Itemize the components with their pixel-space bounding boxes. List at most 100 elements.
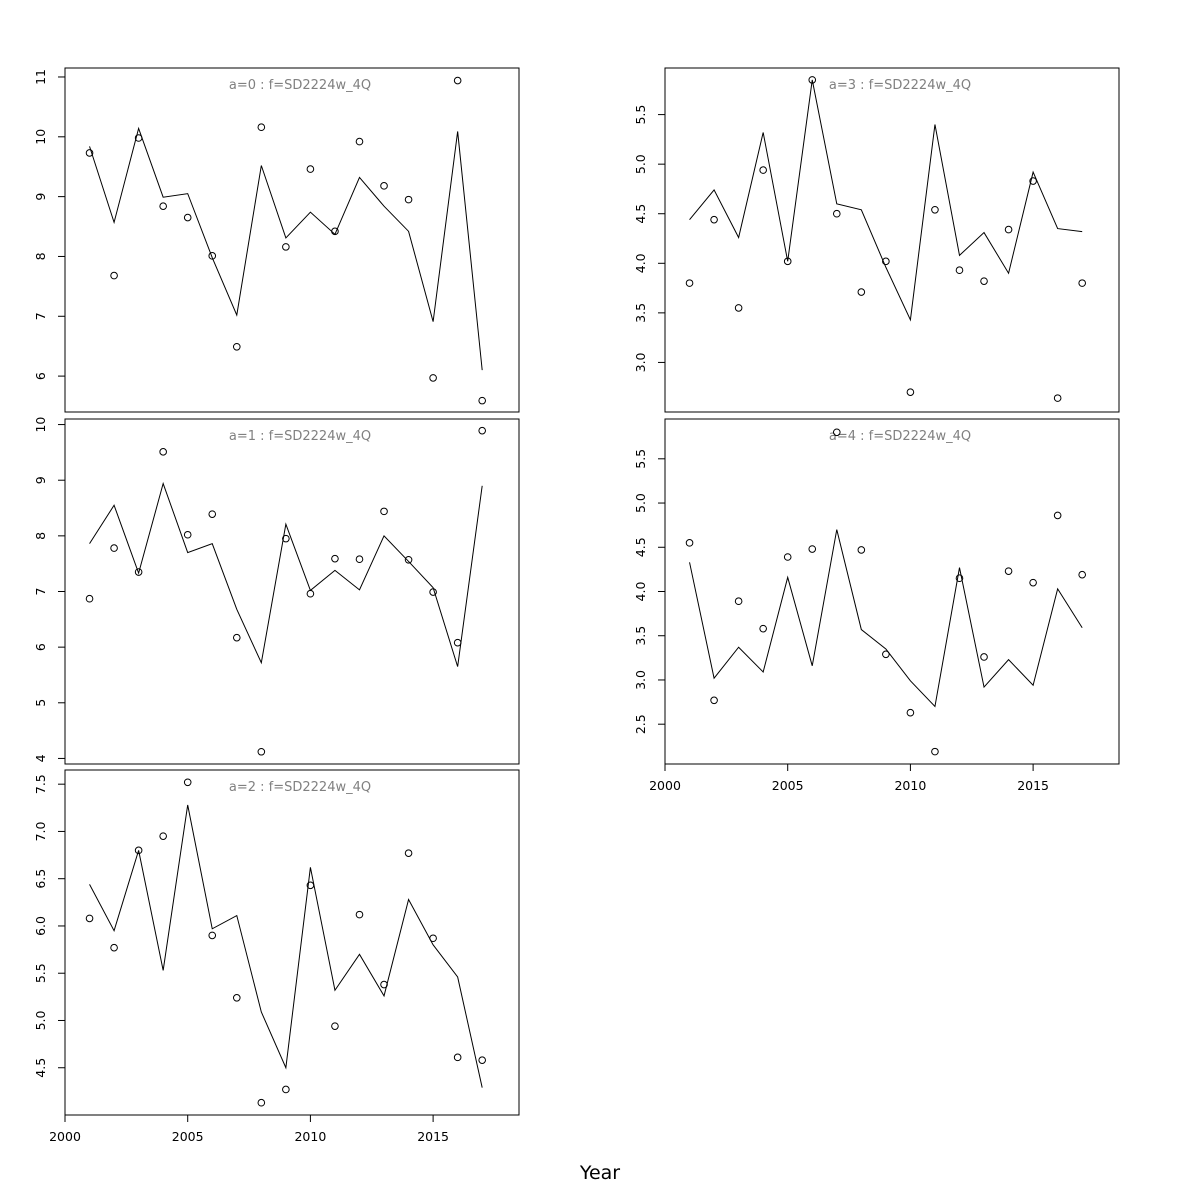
data-point xyxy=(306,881,315,890)
data-point xyxy=(134,134,143,142)
y-tick-label: 10 xyxy=(33,417,48,433)
data-point xyxy=(808,76,817,84)
panel-title: a=0 : f=SD2224w_4Q xyxy=(229,78,371,93)
data-point xyxy=(208,252,217,260)
data-point xyxy=(931,205,939,214)
data-point xyxy=(1078,279,1086,287)
data-point xyxy=(1029,177,1037,185)
data-point xyxy=(110,943,118,952)
y-tick-label: 5.0 xyxy=(633,493,648,513)
y-tick-label: 4.5 xyxy=(633,537,648,557)
data-point xyxy=(955,266,964,275)
data-point xyxy=(110,544,118,552)
y-tick-label: 3.0 xyxy=(633,670,648,690)
data-point xyxy=(857,546,866,554)
data-point xyxy=(478,396,486,405)
data-point xyxy=(882,257,890,266)
data-point xyxy=(882,650,890,659)
data-point xyxy=(1053,511,1062,520)
panel-2: 4.5 5.0 5.5 6.0 6.5 7.0 7.5 2000 2005 2010 2015 a=2… xyxy=(33,769,520,1144)
y-tick-label: 8 xyxy=(33,532,48,540)
data-point xyxy=(685,539,694,547)
data-point xyxy=(183,213,192,222)
x-tick-label: 2010 xyxy=(894,778,926,793)
data-point xyxy=(906,388,915,396)
y-tick-label: 6 xyxy=(33,372,48,380)
y-tick-label: 5.0 xyxy=(633,154,648,174)
data-point xyxy=(134,568,143,576)
data-point xyxy=(134,846,143,855)
data-point xyxy=(832,428,841,437)
x-tick-label: 2000 xyxy=(649,778,681,793)
data-point xyxy=(832,209,841,218)
y-tick-label: 6.5 xyxy=(33,869,48,889)
data-point xyxy=(380,182,388,190)
data-point xyxy=(1004,567,1013,575)
panel-title: a=3 : f=SD2224w_4Q xyxy=(829,78,971,93)
data-point xyxy=(955,574,964,583)
x-tick-label: 2005 xyxy=(172,1129,204,1144)
data-point xyxy=(282,1085,290,1094)
data-point xyxy=(404,195,413,204)
data-point xyxy=(159,448,167,456)
data-point xyxy=(1078,570,1086,579)
y-tick-label: 7.0 xyxy=(33,821,48,841)
data-point xyxy=(282,534,290,543)
series-line xyxy=(89,804,483,1088)
panel-title: a=4 : f=SD2224w_4Q xyxy=(829,429,971,444)
data-point xyxy=(710,215,718,224)
data-point xyxy=(208,931,217,940)
data-point xyxy=(232,342,241,351)
data-point xyxy=(478,1056,486,1064)
plot-frame xyxy=(664,67,1120,413)
data-point xyxy=(1053,394,1062,402)
panel-title: a=2 : f=SD2224w_4Q xyxy=(229,780,371,795)
data-point xyxy=(257,747,266,756)
y-tick-label: 2.5 xyxy=(633,714,648,734)
y-tick-label: 4.5 xyxy=(633,204,648,224)
data-point xyxy=(906,708,915,717)
data-point xyxy=(429,588,437,596)
y-tick-label: 4.5 xyxy=(33,1058,48,1078)
x-tick-label: 2015 xyxy=(1017,778,1049,793)
series-line xyxy=(89,481,483,667)
x-tick-label: 2000 xyxy=(49,1129,81,1144)
data-point xyxy=(355,910,364,919)
y-tick-label: 5.5 xyxy=(633,449,648,469)
data-point xyxy=(478,426,486,435)
data-point xyxy=(1004,225,1013,234)
y-tick-label: 6.0 xyxy=(33,916,48,936)
y-tick-label: 4 xyxy=(33,754,48,762)
x-tick-label: 2010 xyxy=(294,1129,326,1144)
y-tick-label: 10 xyxy=(33,129,48,145)
data-point xyxy=(1029,578,1037,587)
data-point xyxy=(734,597,743,606)
data-point xyxy=(380,507,388,516)
data-point xyxy=(380,980,388,989)
y-tick-label: 5.5 xyxy=(33,963,48,983)
data-point xyxy=(429,934,437,943)
data-point xyxy=(85,914,94,923)
y-tick-label: 11 xyxy=(33,69,48,85)
data-point xyxy=(980,277,988,285)
panel-0: 6 7 8 9 10 11 a=0 : f=SD2224w_4Q xyxy=(33,67,520,413)
data-point xyxy=(783,257,792,266)
y-tick-label: 7.5 xyxy=(33,774,48,794)
y-tick-label: 3.5 xyxy=(633,626,648,646)
data-point xyxy=(306,165,315,173)
x-axis-title: Year xyxy=(579,1162,620,1184)
data-point xyxy=(257,123,266,132)
data-point xyxy=(980,653,988,661)
data-point xyxy=(783,553,792,561)
data-point xyxy=(453,1053,462,1062)
data-point xyxy=(159,832,167,840)
y-tick-label: 9 xyxy=(33,476,48,484)
data-point xyxy=(429,374,437,382)
panel-3: 3.0 3.5 4.0 4.5 5.0 5.5 a=3 : f=SD2224w_4Q xyxy=(633,67,1120,413)
data-point xyxy=(685,279,694,287)
panel-1: 4 5 6 7 8 9 10 a=1 : f=SD2224w_4Q xyxy=(33,417,520,765)
data-point xyxy=(110,271,118,280)
data-point xyxy=(85,594,94,603)
data-point xyxy=(404,849,413,857)
